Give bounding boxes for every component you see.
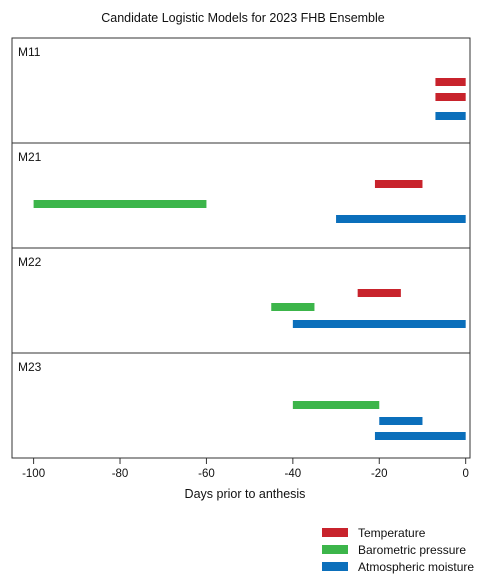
legend-swatch-temperature xyxy=(322,528,348,537)
bar-atmospheric-moisture xyxy=(336,215,466,223)
bar-atmospheric-moisture xyxy=(374,432,466,440)
x-axis: -100 -80 -60 -40 -20 0 xyxy=(22,458,469,480)
bar-temperature xyxy=(374,180,423,188)
legend: Temperature Barometric pressure Atmosphe… xyxy=(322,524,474,575)
legend-item-temperature: Temperature xyxy=(322,524,474,541)
panel-label: M23 xyxy=(18,360,42,374)
legend-label-barometric-pressure: Barometric pressure xyxy=(358,542,467,557)
bar-atmospheric-moisture xyxy=(435,112,466,120)
panel-frame xyxy=(11,37,471,144)
legend-label-temperature: Temperature xyxy=(358,525,426,540)
panel-m21: M21 xyxy=(11,142,471,249)
x-tick-label: -20 xyxy=(371,468,388,480)
x-tick-label: -60 xyxy=(198,468,215,480)
x-axis-label: Days prior to anthesis xyxy=(185,487,306,501)
panels-layer: M11 M21 M22 M23 xyxy=(11,37,471,459)
legend-label-atmospheric-moisture: Atmospheric moisture xyxy=(358,559,475,574)
panel-frame xyxy=(11,247,471,354)
panel-m22: M22 xyxy=(11,247,471,354)
x-tick-label: -40 xyxy=(285,468,302,480)
x-tick-label: -100 xyxy=(22,468,45,480)
panel-label: M22 xyxy=(18,255,42,269)
legend-item-atmospheric-moisture: Atmospheric moisture xyxy=(322,558,474,575)
x-tick-label: 0 xyxy=(462,468,468,480)
legend-swatch-atmospheric-moisture xyxy=(322,562,348,571)
panel-m11: M11 xyxy=(11,37,471,144)
bar-barometric-pressure xyxy=(271,303,315,311)
panel-label: M21 xyxy=(18,150,42,164)
panel-m23: M23 xyxy=(11,352,471,459)
chart-title: Candidate Logistic Models for 2023 FHB E… xyxy=(101,11,385,25)
bar-temperature xyxy=(357,289,401,297)
x-tick-label: -80 xyxy=(112,468,129,480)
bar-barometric-pressure xyxy=(292,401,380,409)
panel-frame xyxy=(11,352,471,459)
legend-swatch-barometric-pressure xyxy=(322,545,348,554)
bar-temperature xyxy=(435,93,466,101)
bar-atmospheric-moisture xyxy=(292,320,466,328)
bar-atmospheric-moisture xyxy=(379,417,423,425)
bar-temperature xyxy=(435,78,466,86)
legend-item-barometric-pressure: Barometric pressure xyxy=(322,541,474,558)
bar-barometric-pressure xyxy=(33,200,207,208)
panel-label: M11 xyxy=(18,45,41,59)
panel-frame xyxy=(11,142,471,249)
